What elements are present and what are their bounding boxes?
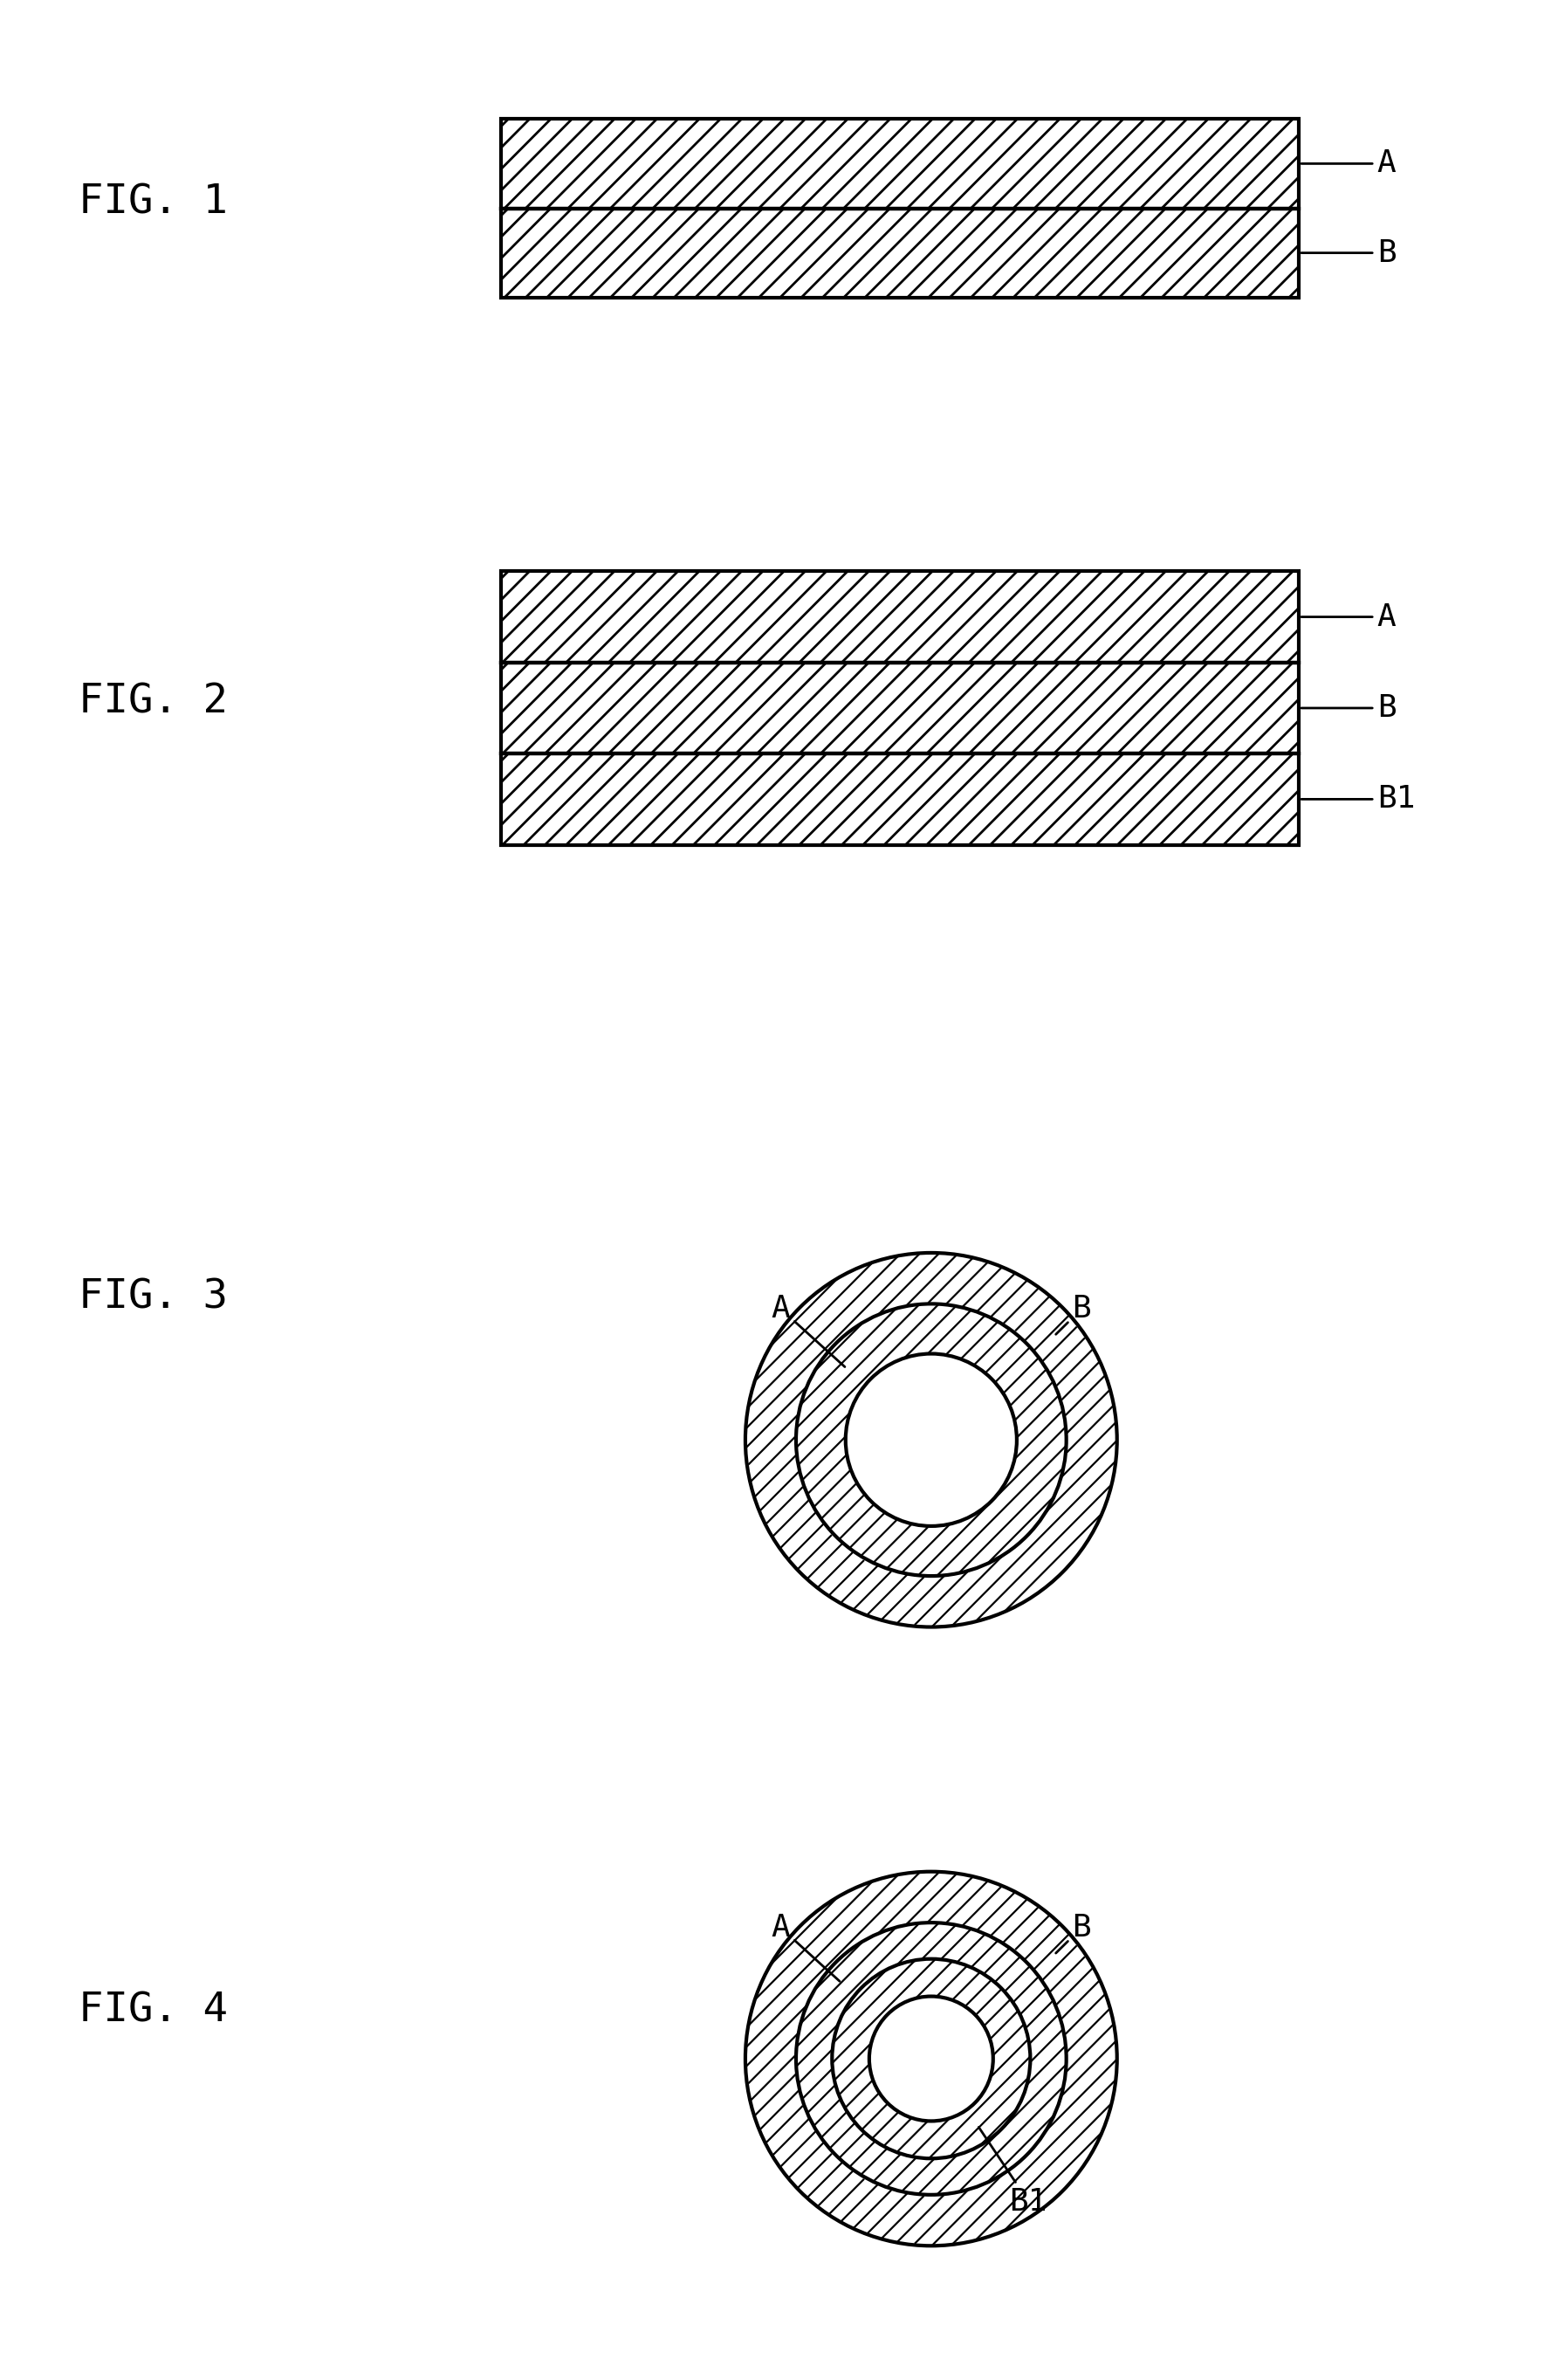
Text: B1: B1 <box>1302 785 1415 814</box>
Text: A: A <box>1302 602 1396 631</box>
Bar <box>501 754 1299 845</box>
Text: A: A <box>1302 150 1396 178</box>
Text: B: B <box>1302 693 1396 724</box>
Text: B1: B1 <box>978 2128 1047 2216</box>
Bar <box>501 119 1299 209</box>
Bar <box>501 754 1299 845</box>
Text: A: A <box>772 1295 845 1366</box>
Text: B: B <box>1056 1295 1091 1335</box>
Bar <box>501 119 1299 209</box>
Ellipse shape <box>745 1871 1117 2247</box>
Bar <box>501 209 1299 298</box>
Bar <box>501 662 1299 754</box>
Ellipse shape <box>869 1997 994 2121</box>
Text: FIG. 1: FIG. 1 <box>78 183 227 221</box>
Text: B: B <box>1302 238 1396 267</box>
Ellipse shape <box>845 1354 1017 1526</box>
Bar <box>501 571 1299 662</box>
Ellipse shape <box>745 1252 1117 1628</box>
Text: A: A <box>772 1914 840 1980</box>
Bar <box>501 209 1299 298</box>
Text: FIG. 2: FIG. 2 <box>78 683 227 721</box>
Bar <box>501 662 1299 754</box>
Text: FIG. 4: FIG. 4 <box>78 1992 227 2030</box>
Bar <box>501 571 1299 662</box>
Text: FIG. 3: FIG. 3 <box>78 1278 227 1316</box>
Text: B: B <box>1056 1914 1091 1954</box>
